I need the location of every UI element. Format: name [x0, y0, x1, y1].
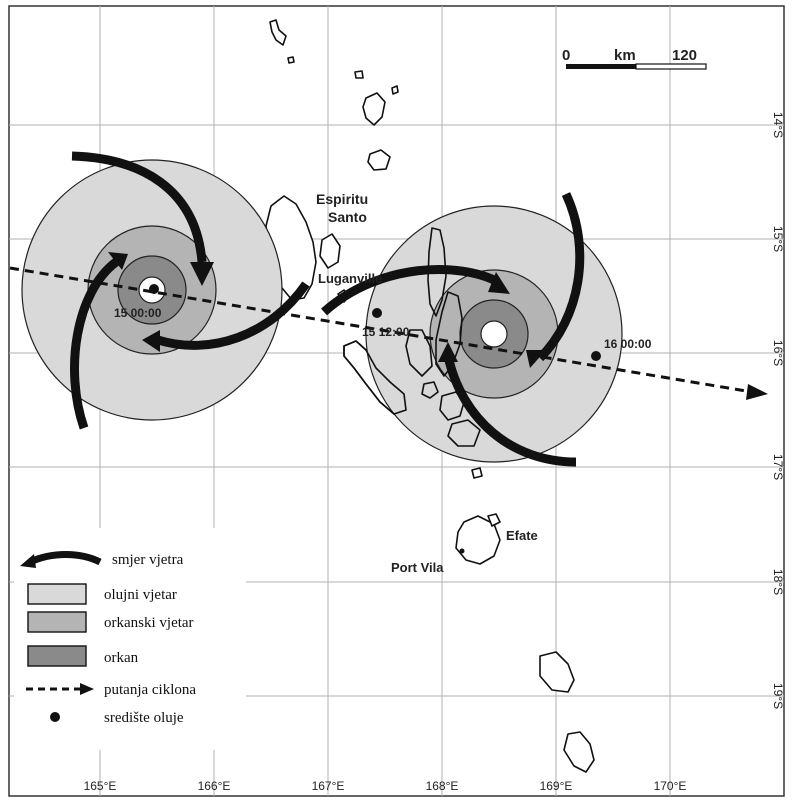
- wind-arrow-2a: [321, 265, 501, 316]
- island-shepherd-2: [471, 467, 483, 479]
- legend-gale-label: olujni vjetar: [104, 587, 177, 603]
- wind-arrow-2b: [536, 192, 585, 362]
- lat-label-18: 18°S: [771, 569, 785, 595]
- wind-arrows-2: [321, 192, 585, 467]
- lon-label-168: 168°E: [426, 779, 459, 793]
- legend-track-arrowhead: [80, 683, 94, 695]
- track-arrowhead: [746, 384, 768, 400]
- lat-label-15: 15°S: [771, 226, 785, 252]
- label-santo: Santo: [328, 209, 367, 225]
- island-north-4: [391, 85, 399, 95]
- lon-label-166: 166°E: [198, 779, 231, 793]
- time-label-3: 16 00:00: [604, 337, 652, 351]
- scale-bar: 0 km 120: [562, 47, 707, 70]
- label-efate: Efate: [506, 528, 538, 543]
- legend-wind-label: smjer vjetra: [112, 552, 184, 568]
- legend-storm-swatch: [27, 611, 87, 633]
- lon-label-170: 170°E: [654, 779, 687, 793]
- label-port-vila: Port Vila: [391, 560, 444, 575]
- island-efate: [455, 515, 501, 565]
- legend-center-label: središte oluje: [104, 710, 184, 726]
- label-espiritu: Espiritu: [316, 191, 368, 207]
- lat-label-14: 14°S: [771, 112, 785, 138]
- wind-arrows-1: [70, 151, 310, 430]
- eye-2: [480, 320, 508, 348]
- island-north-3: [354, 70, 364, 79]
- island-paama-outline: [421, 381, 439, 399]
- track-line: [9, 266, 753, 394]
- island-erromango: [539, 651, 575, 693]
- legend-storm-label: orkanski vjetar: [104, 615, 194, 631]
- island-tanna: [563, 731, 595, 773]
- island-north-1: [269, 19, 287, 46]
- storm-center-3: [591, 351, 601, 361]
- lat-label-16: 16°S: [771, 340, 785, 366]
- island-north-6: [367, 149, 391, 171]
- time-label-1: 15 00:00: [114, 306, 162, 320]
- wind-arrowhead-2a: [488, 272, 510, 294]
- lat-tick-labels: 14°S 15°S 16°S 17°S 18°S 19°S: [771, 112, 785, 709]
- scale-bar-black: [566, 64, 636, 69]
- lat-label-19: 19°S: [771, 683, 785, 709]
- lat-label-17: 17°S: [771, 454, 785, 480]
- island-efate-north: [487, 513, 501, 527]
- island-epi-outline: [447, 419, 481, 447]
- lon-label-165: 165°E: [84, 779, 117, 793]
- island-ambrym-outline: [405, 329, 433, 377]
- legend-hurricane-label: orkan: [104, 650, 139, 666]
- wind-arrow-1b: [156, 281, 310, 350]
- scale-unit: km: [614, 47, 636, 64]
- storm-centers: [149, 284, 601, 361]
- island-malekula-outline: [343, 340, 407, 415]
- scale-start: 0: [562, 47, 570, 64]
- wind-arrowhead-2c: [438, 342, 458, 362]
- wind-arrowhead-1a: [190, 262, 214, 286]
- wind-arrowheads-2: [438, 272, 546, 368]
- wind-arrowhead-1b: [142, 330, 160, 352]
- wind-arrow-1c: [70, 258, 119, 430]
- legend-center-dot: [50, 712, 60, 722]
- legend: smjer vjetra olujni vjetar orkanski vjet…: [14, 528, 246, 750]
- lon-tick-labels: 165°E 166°E 167°E 168°E 169°E 170°E: [84, 779, 687, 793]
- wind-arrowhead-2b: [526, 350, 546, 368]
- storm-center-2: [372, 308, 382, 318]
- island-north-2: [287, 56, 295, 64]
- legend-gale-swatch: [27, 583, 87, 605]
- time-label-2: 15 12:00: [362, 325, 410, 339]
- island-north-5: [362, 92, 386, 126]
- label-luganville: Luganville: [318, 271, 382, 286]
- cyclone-track: [9, 266, 768, 400]
- wind-arrow-1a: [71, 151, 207, 263]
- storm-center-1: [149, 284, 159, 294]
- legend-hurricane-swatch: [27, 645, 87, 667]
- wind-arrowheads-1: [108, 252, 214, 352]
- port-vila-marker: [459, 548, 465, 554]
- lon-label-169: 169°E: [540, 779, 573, 793]
- island-outlines-over-zone: [343, 227, 481, 447]
- legend-wind-icon: [28, 551, 102, 566]
- scale-end: 120: [672, 47, 697, 64]
- legend-track-label: putanja ciklona: [104, 682, 196, 698]
- legend-wind-arrowhead: [20, 554, 36, 568]
- scale-bar-white: [635, 63, 707, 70]
- wind-arrow-2c: [443, 355, 577, 467]
- island-santo-east: [319, 233, 341, 269]
- wind-arrowhead-1c: [108, 252, 128, 270]
- lon-label-167: 167°E: [312, 779, 345, 793]
